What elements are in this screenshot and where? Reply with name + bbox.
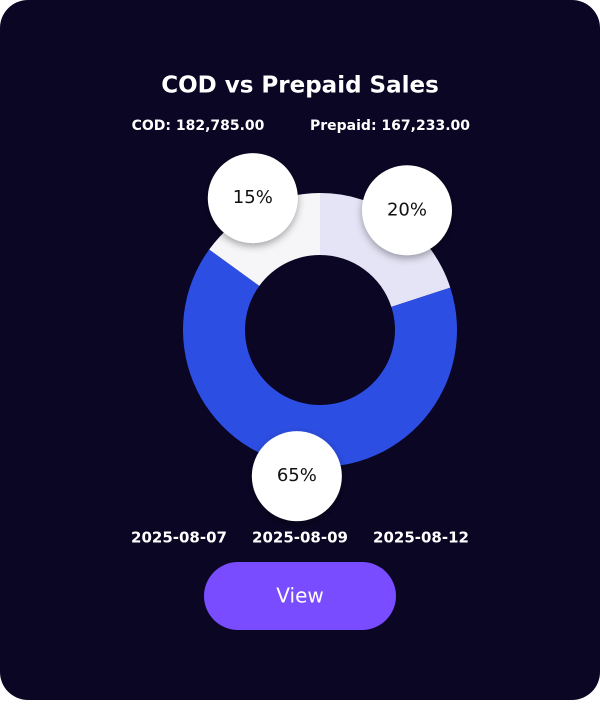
donut-slice [182,249,457,467]
value-label: 65% [277,465,317,486]
date-label: 2025-08-09 [252,529,348,547]
value-label: 15% [233,187,273,208]
view-button[interactable] [204,562,396,630]
date-label: 2025-08-07 [131,529,227,547]
value-label: 20% [387,199,427,220]
cod-total: COD: 182,785.00 [132,118,265,134]
value-labels: 20% 65% 15% [207,153,452,522]
prepaid-total: Prepaid: 167,233.00 [310,118,470,134]
label-bubble [361,165,452,256]
label-bubble [207,153,298,244]
chart-title: COD vs Prepaid Sales [161,73,439,99]
label-bubble [251,431,342,522]
view-button-label[interactable]: View [276,584,323,608]
date-label: 2025-08-12 [373,529,469,547]
donut-slice [320,193,451,307]
